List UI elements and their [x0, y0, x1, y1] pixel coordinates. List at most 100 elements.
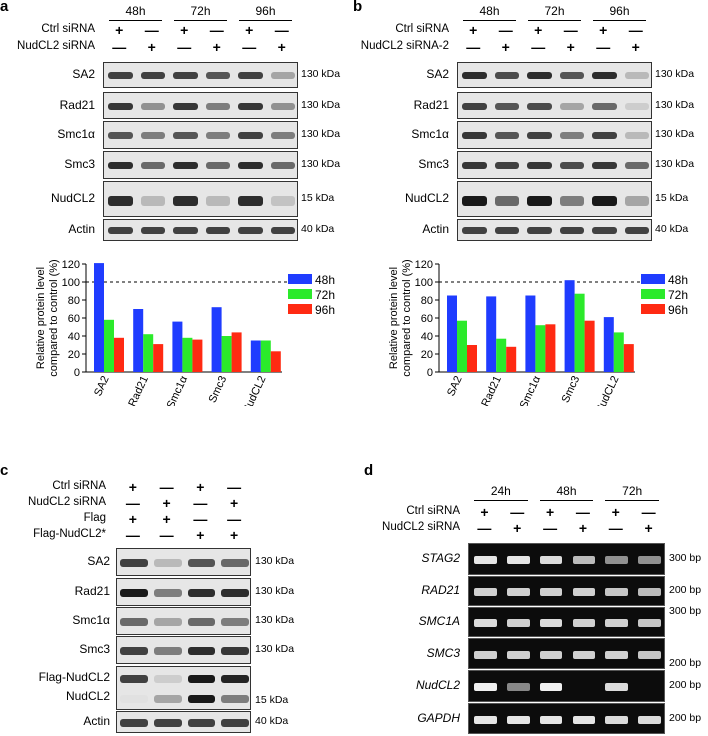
gel-band	[638, 715, 661, 724]
blot-strip	[116, 666, 251, 710]
blot-strip	[457, 92, 652, 119]
treatment-label: NudCL2 siRNA-2	[360, 40, 449, 52]
kda-label: 130 kDa	[655, 128, 695, 140]
y-tick-label: 20	[68, 349, 80, 361]
treatment-sign: +	[566, 39, 575, 55]
blot-band	[140, 72, 165, 79]
time-label: 24h	[490, 484, 511, 498]
blot-strip	[457, 219, 652, 241]
bar-48h	[564, 280, 575, 372]
y-tick-label: 120	[415, 259, 433, 271]
time-label: 72h	[544, 4, 565, 18]
kda-label: 15 kDa	[255, 694, 289, 706]
treatment-sign: +	[644, 520, 653, 536]
protein-label: Rad21	[59, 97, 95, 112]
blot-band	[221, 559, 249, 567]
treatment-sign: +	[277, 39, 286, 55]
time-underline	[109, 20, 162, 21]
blot-band	[592, 162, 617, 169]
time-label: 72h	[190, 4, 211, 18]
blot-band	[624, 162, 649, 169]
blot-band	[527, 162, 552, 169]
gel-strip	[468, 670, 665, 702]
bar-48h	[133, 309, 144, 372]
bar-96h	[545, 324, 556, 372]
gel-band	[638, 556, 661, 564]
y-axis-label: Relative protein levelcompared to contro…	[388, 259, 413, 376]
gel-band	[539, 683, 563, 691]
legend-label: 72h	[668, 288, 688, 302]
protein-label: NudCL2	[404, 191, 449, 205]
time-underline	[528, 20, 581, 21]
blot-band	[187, 647, 216, 655]
blot-band	[108, 196, 133, 206]
legend-swatch	[288, 274, 312, 284]
blot-band	[624, 72, 649, 79]
x-tick-label: Smc1α	[165, 374, 191, 406]
blot-strip	[457, 181, 652, 217]
treatment-sign: —	[242, 39, 257, 55]
kda-label: 40 kDa	[255, 715, 289, 727]
blot-band	[140, 132, 165, 139]
blot-band	[120, 695, 148, 703]
x-tick-label: Rad21	[126, 374, 151, 406]
time-label: 48h	[556, 484, 577, 498]
treatment-sign: +	[599, 22, 608, 38]
blot-strip	[103, 219, 298, 241]
blot-strip	[103, 92, 298, 119]
blot-band	[205, 162, 230, 169]
blot-strip	[457, 151, 652, 179]
kda-label: 15 kDa	[655, 192, 689, 204]
gene-label: NudCL2	[415, 678, 460, 692]
blot-band	[559, 227, 584, 234]
gel-band	[539, 619, 563, 627]
y-tick-label: 100	[415, 277, 433, 289]
treatment-sign: —	[575, 504, 590, 520]
blot-band	[624, 227, 649, 234]
time-underline	[174, 20, 227, 21]
kda-label: 130 kDa	[301, 68, 341, 80]
blot-band	[205, 102, 230, 110]
kda-label: 130 kDa	[301, 98, 341, 111]
blot-band	[205, 227, 230, 234]
panel-label-d: d	[364, 462, 374, 479]
blot-band	[462, 196, 487, 206]
protein-label: SA2	[87, 554, 110, 568]
treatment-sign: +	[469, 22, 478, 38]
gel-band	[474, 556, 497, 564]
bar-48h	[603, 317, 614, 372]
gel-strip	[468, 638, 665, 669]
blot-band	[559, 196, 584, 206]
blot-band	[527, 132, 552, 139]
x-tick-label: NudCL2	[241, 374, 269, 406]
treatment-sign: —	[274, 22, 289, 38]
gel-band	[572, 650, 596, 659]
kda-label: 40 kDa	[655, 223, 689, 235]
bar-48h	[447, 295, 457, 372]
blot-band	[173, 132, 198, 139]
blot-band	[221, 719, 249, 727]
bar-48h	[94, 263, 104, 372]
treatment-sign: +	[545, 504, 555, 520]
y-tick-label: 100	[62, 277, 80, 289]
treatment-sign: —	[477, 520, 492, 536]
gene-label: STAG2	[421, 551, 460, 565]
gel-band	[474, 715, 497, 724]
treatment-sign: +	[245, 22, 254, 38]
treatment-label: Ctrl siRNA	[52, 480, 106, 492]
legend-swatch	[641, 289, 665, 299]
gel-band	[605, 619, 629, 627]
bar-48h	[250, 340, 261, 372]
y-tick-label: 80	[68, 295, 80, 307]
blot-band	[173, 162, 198, 169]
bar-96h	[114, 337, 124, 372]
x-tick-label: Smc3	[560, 374, 583, 405]
time-underline	[605, 500, 659, 501]
blot-band	[221, 618, 249, 626]
gel-band	[572, 619, 596, 627]
blot-strip	[103, 62, 298, 88]
treatment-sign: —	[227, 511, 242, 527]
protein-label: Smc3	[64, 157, 95, 171]
protein-label: Smc3	[418, 157, 449, 171]
bar-48h	[172, 321, 183, 372]
